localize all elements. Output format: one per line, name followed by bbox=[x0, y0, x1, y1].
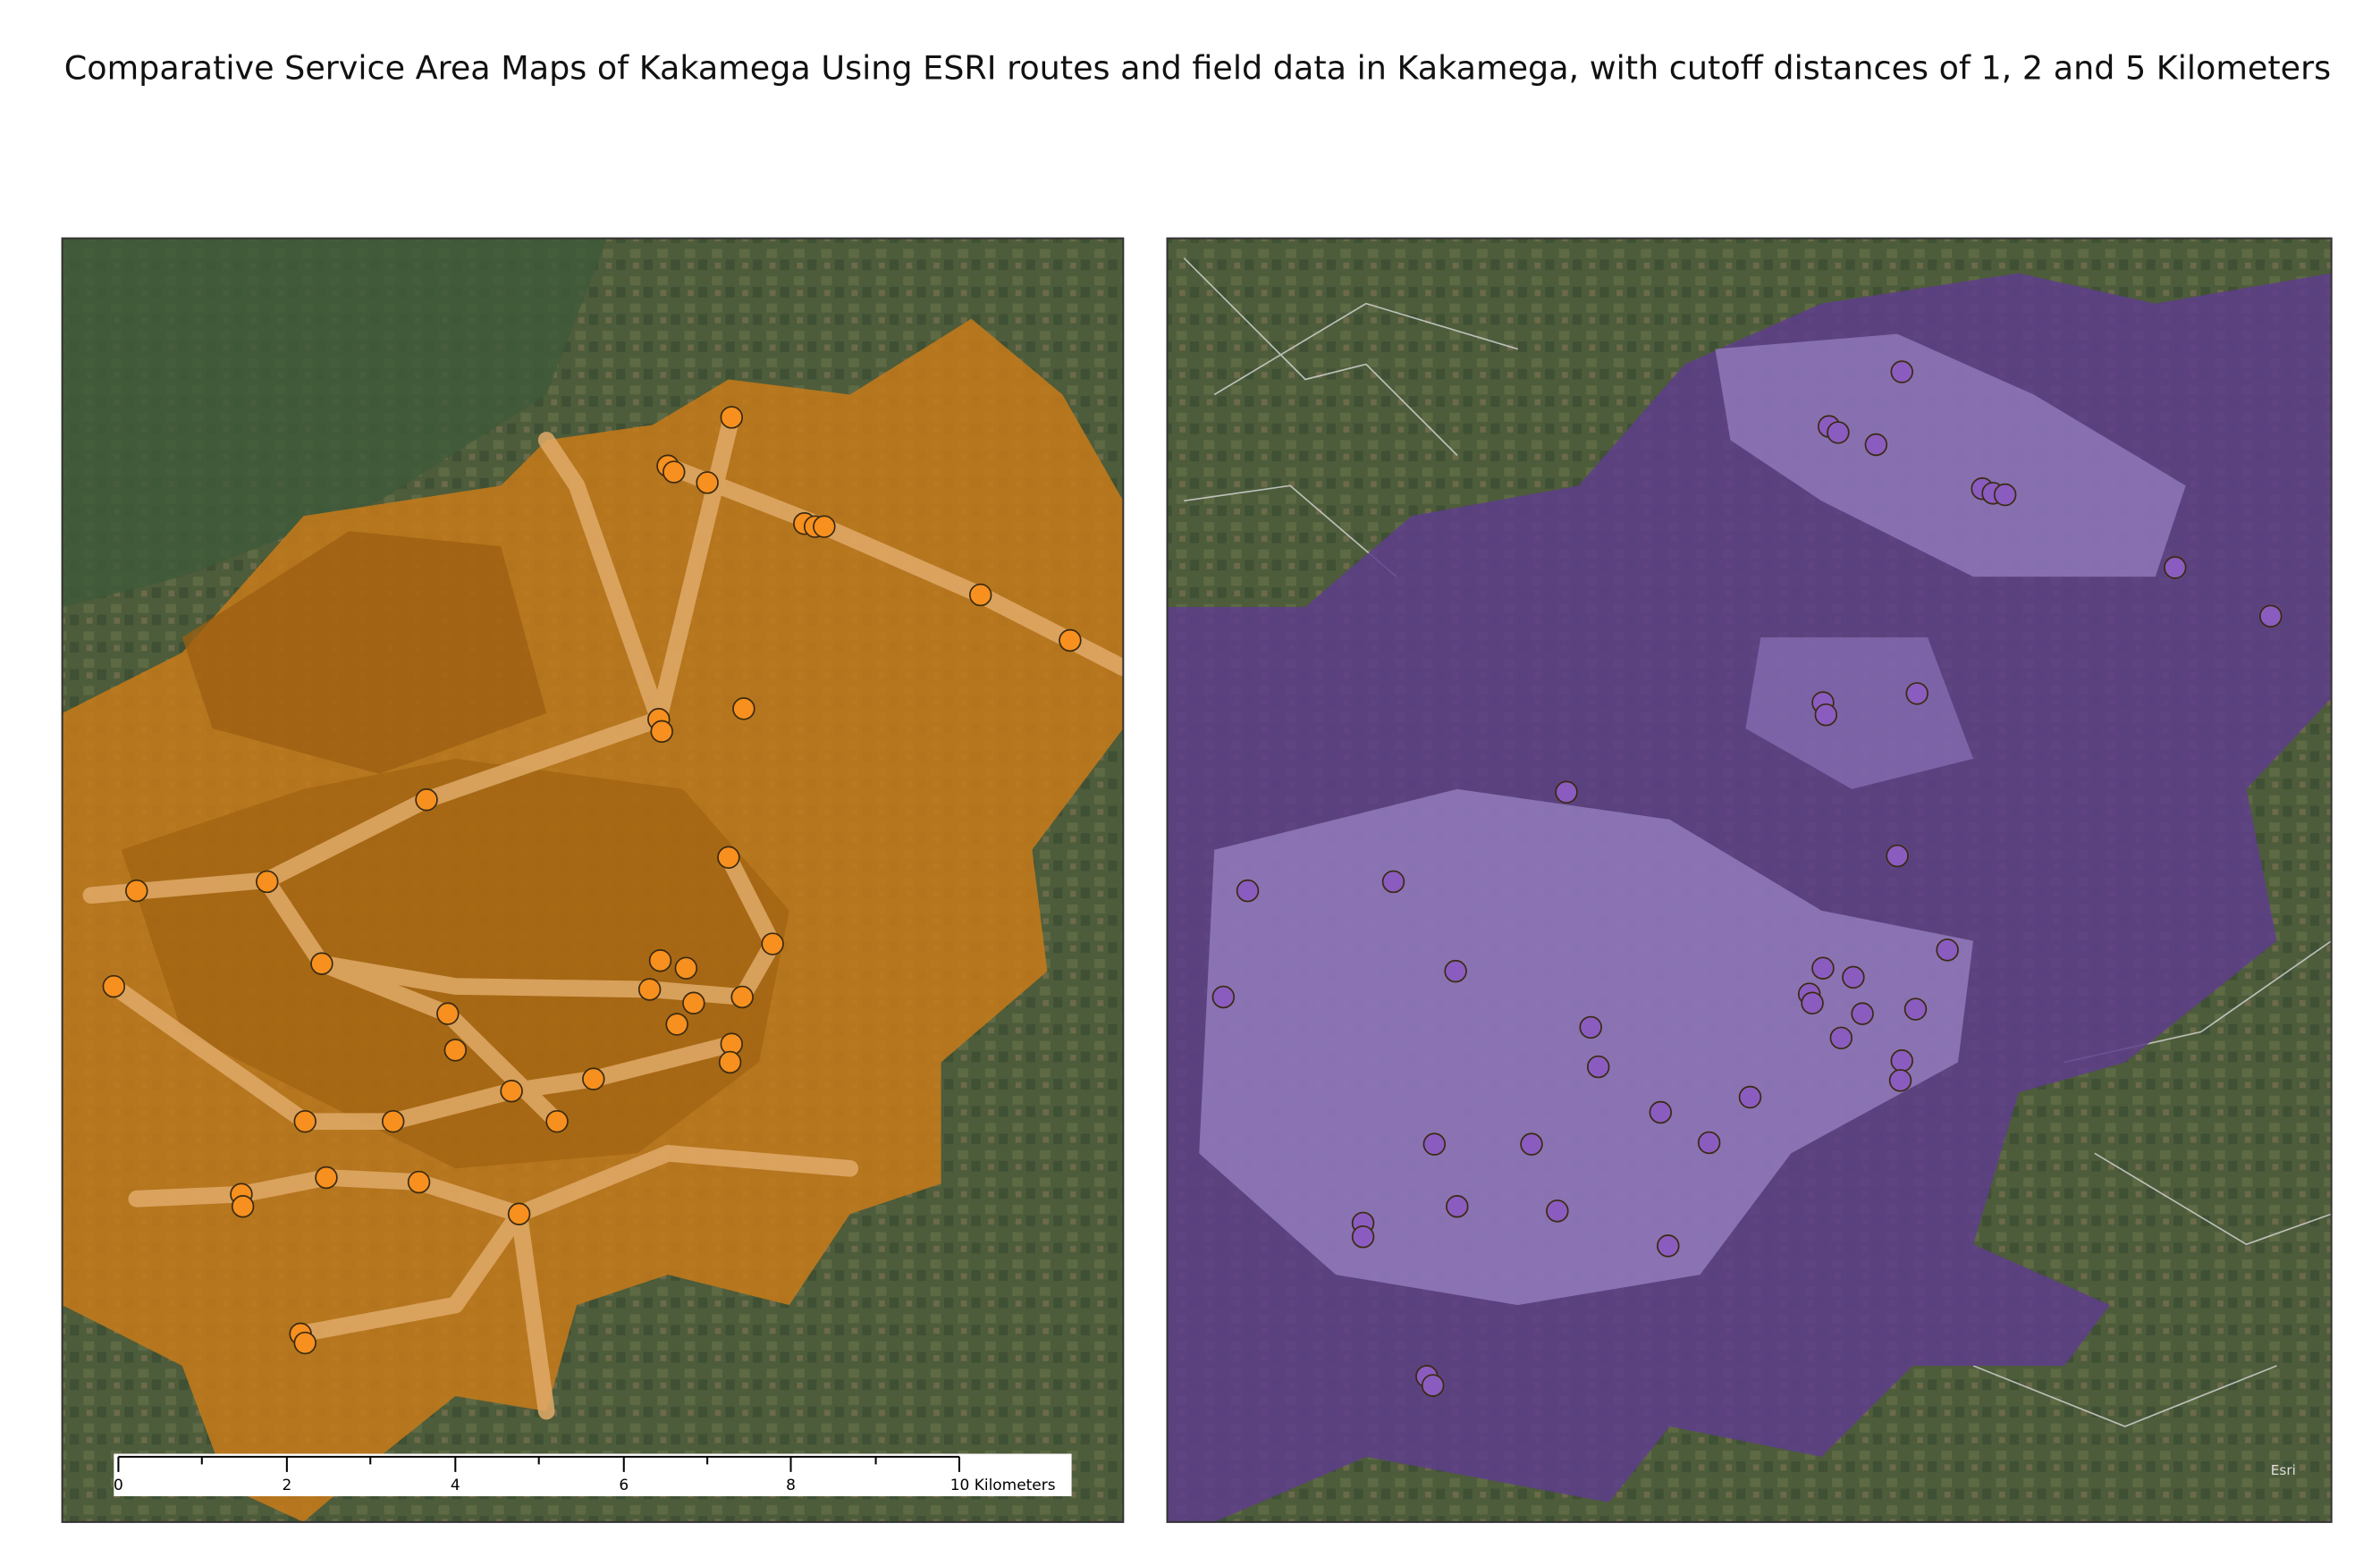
facility-point bbox=[310, 952, 333, 975]
facility-point bbox=[1814, 703, 1838, 727]
scale-label: 0 bbox=[114, 1477, 123, 1494]
facility-point bbox=[443, 1039, 468, 1062]
scale-bar bbox=[114, 1453, 1072, 1497]
scale-label: 10 Kilometers bbox=[950, 1477, 1056, 1494]
facility-point bbox=[637, 978, 662, 1001]
facility-point bbox=[1903, 997, 1928, 1021]
facility-point bbox=[582, 1067, 605, 1090]
facility-point bbox=[1236, 879, 1260, 903]
facility-point bbox=[650, 720, 673, 744]
facility-point bbox=[1381, 870, 1405, 894]
facility-point bbox=[696, 471, 719, 494]
left-map: 0 2 4 6 8 10 Kilometers bbox=[62, 238, 1124, 1522]
facility-point bbox=[2164, 556, 2187, 579]
facility-point bbox=[1890, 1049, 1913, 1073]
facility-point bbox=[717, 846, 740, 870]
facility-point bbox=[720, 406, 744, 429]
facility-point bbox=[1059, 628, 1082, 652]
facility-point bbox=[507, 1202, 531, 1225]
facility-point bbox=[293, 1109, 316, 1133]
facility-point bbox=[256, 870, 279, 894]
scale-label: 4 bbox=[451, 1477, 460, 1494]
facility-point bbox=[968, 583, 992, 607]
facility-point bbox=[1555, 780, 1578, 804]
facility-point bbox=[1851, 1002, 1874, 1025]
facility-point bbox=[1842, 965, 1865, 989]
facility-point bbox=[1211, 985, 1236, 1009]
facility-point bbox=[500, 1079, 523, 1103]
facility-point bbox=[1421, 1374, 1445, 1397]
scale-label: 2 bbox=[282, 1477, 291, 1494]
facility-point bbox=[1888, 1069, 1912, 1092]
attribution: Esri bbox=[2271, 1462, 2296, 1478]
scale-label: 6 bbox=[619, 1477, 629, 1494]
scale-ticks bbox=[117, 1455, 960, 1472]
left-frame bbox=[61, 237, 1125, 1523]
facility-point bbox=[415, 788, 438, 812]
facility-point bbox=[407, 1170, 431, 1194]
facility-point bbox=[1993, 483, 2017, 507]
facility-point bbox=[1351, 1225, 1375, 1249]
facility-point bbox=[663, 460, 686, 484]
facility-point bbox=[1444, 959, 1467, 983]
facility-point bbox=[1446, 1195, 1469, 1218]
facility-point bbox=[315, 1166, 338, 1190]
facility-point bbox=[1936, 938, 1959, 962]
facility-point bbox=[665, 1013, 688, 1036]
facility-point bbox=[102, 974, 126, 998]
facility-point bbox=[2259, 604, 2283, 628]
facility-point bbox=[1890, 360, 1913, 383]
facility-point bbox=[1579, 1015, 1602, 1039]
facility-point bbox=[1801, 991, 1824, 1014]
right-map: Esri bbox=[1167, 238, 2332, 1522]
facility-point bbox=[1697, 1131, 1721, 1155]
facility-point bbox=[648, 948, 672, 972]
facility-point bbox=[1829, 1026, 1853, 1050]
facility-point bbox=[682, 991, 705, 1014]
facility-point bbox=[718, 1050, 742, 1074]
title: Comparative Service Area Maps of Kakameg… bbox=[64, 48, 2331, 87]
facility-point bbox=[1422, 1132, 1447, 1156]
facility-point bbox=[293, 1331, 316, 1355]
facility-point bbox=[231, 1195, 255, 1218]
facility-point bbox=[1811, 956, 1835, 980]
facility-point bbox=[1657, 1234, 1680, 1258]
facility-point bbox=[1905, 682, 1928, 705]
facility-point bbox=[1738, 1085, 1762, 1109]
facility-point bbox=[761, 932, 784, 955]
facility-point bbox=[1649, 1100, 1673, 1124]
facility-point bbox=[1886, 844, 1909, 868]
facility-point bbox=[1586, 1055, 1610, 1079]
facility-point bbox=[1520, 1132, 1543, 1156]
facility-point bbox=[730, 985, 754, 1009]
facility-point bbox=[1546, 1199, 1569, 1223]
facility-point bbox=[1864, 433, 1888, 457]
facility-point bbox=[1827, 421, 1850, 444]
facility-point bbox=[813, 515, 836, 538]
facility-point bbox=[674, 956, 698, 980]
right-frame bbox=[1166, 237, 2333, 1523]
facility-point bbox=[436, 1002, 460, 1025]
facility-point bbox=[732, 697, 755, 720]
facility-point bbox=[125, 879, 148, 903]
facility-point bbox=[381, 1109, 405, 1133]
facility-point bbox=[545, 1109, 569, 1133]
scale-label: 8 bbox=[786, 1477, 796, 1494]
